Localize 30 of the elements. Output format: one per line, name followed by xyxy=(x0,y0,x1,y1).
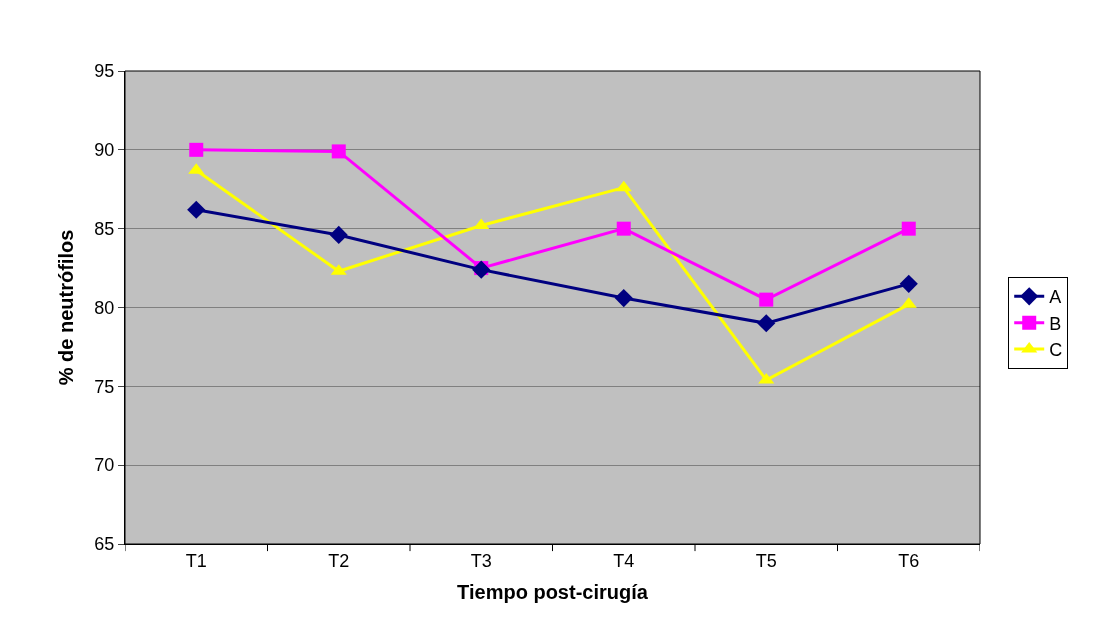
y-tick-label: 70 xyxy=(94,455,115,476)
y-tick-label: 65 xyxy=(94,534,115,555)
point xyxy=(329,225,348,245)
y-tick-label: 90 xyxy=(94,140,115,161)
point xyxy=(757,314,776,333)
point xyxy=(901,221,916,236)
point xyxy=(615,180,632,192)
x-tick-label: T2 xyxy=(328,550,350,571)
y-tick-label: 75 xyxy=(94,376,115,397)
point xyxy=(899,274,918,293)
point xyxy=(616,221,631,236)
point xyxy=(614,288,633,308)
y-tick-label: 85 xyxy=(94,218,115,239)
x-tick-label: T3 xyxy=(470,550,492,571)
y-tick-label: 95 xyxy=(94,61,115,82)
y-axis-title: % de neutrófilos xyxy=(54,229,77,386)
point xyxy=(189,142,204,157)
point xyxy=(187,200,206,219)
x-tick-label: T4 xyxy=(613,550,635,571)
x-tick-label: T6 xyxy=(898,550,920,571)
legend-label: A xyxy=(1049,287,1062,308)
point xyxy=(331,144,346,159)
x-axis-title: Tiempo post-cirugía xyxy=(457,581,649,604)
point xyxy=(473,218,490,230)
x-tick-label: T1 xyxy=(185,550,207,571)
point xyxy=(759,292,774,307)
x-tick-label: T5 xyxy=(755,550,777,571)
legend-label: C xyxy=(1049,340,1063,361)
y-tick-label: 80 xyxy=(94,297,115,318)
legend-label: B xyxy=(1049,313,1062,334)
